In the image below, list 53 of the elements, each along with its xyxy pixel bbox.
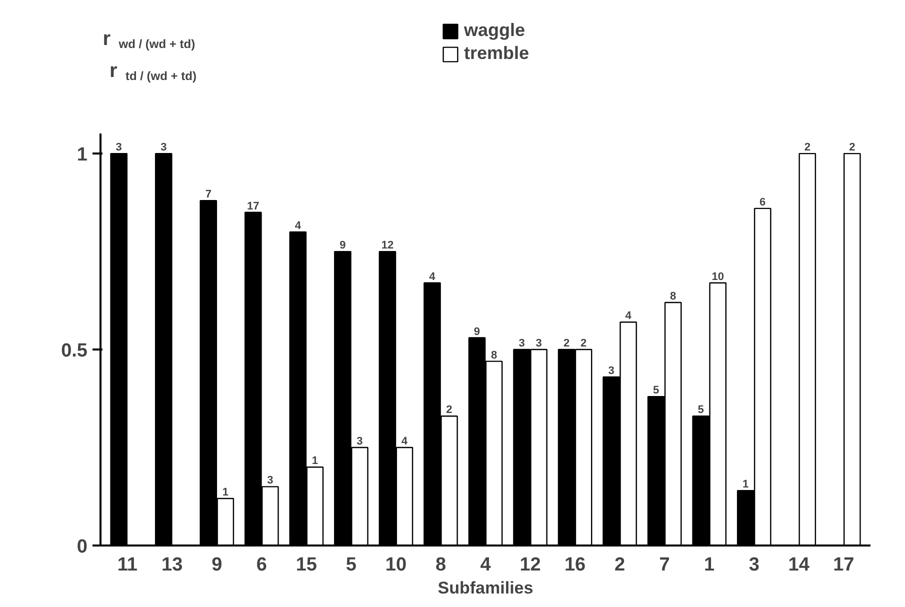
annotation: 3 — [267, 474, 274, 487]
legend-label: tremble — [464, 43, 530, 64]
annotation: 4 — [625, 310, 632, 322]
x-axis-title: Subfamilies — [438, 578, 534, 598]
annotation: 4 — [429, 270, 436, 283]
x-tick-label: 6 — [256, 554, 267, 576]
annotation: 5 — [698, 404, 704, 416]
annotation: 3 — [116, 142, 122, 154]
x-tick-label: 17 — [833, 554, 854, 576]
x-tick-label: 2 — [614, 554, 626, 576]
annotation: 1 — [312, 455, 318, 468]
annotation: 3 — [160, 142, 167, 154]
y-tick-label: 0 — [76, 536, 88, 558]
x-tick-label: 1 — [704, 554, 716, 576]
annotation: 4 — [294, 220, 302, 232]
annotation: 2 — [563, 338, 570, 350]
annotation: 4 — [401, 436, 408, 448]
x-tick-label: 5 — [346, 554, 357, 576]
annotation: 3 — [518, 338, 525, 350]
annotation: 10 — [712, 270, 724, 283]
annotation: 9 — [340, 240, 346, 252]
annotation: 2 — [804, 142, 810, 154]
x-tick-label: 15 — [296, 554, 318, 576]
x-tick-label: 10 — [385, 554, 407, 576]
annotation: 2 — [446, 404, 452, 416]
x-tick-label: 4 — [480, 554, 492, 576]
x-tick-label: 11 — [117, 554, 138, 576]
x-tick-label: 3 — [748, 554, 760, 576]
annotation: 3 — [608, 364, 614, 377]
annotation: 8 — [670, 290, 676, 302]
annotation: 3 — [356, 436, 363, 448]
annotation: 1 — [742, 478, 749, 491]
annotation: 3 — [536, 338, 542, 350]
y-tick-label: 0.5 — [61, 340, 88, 362]
x-tick-label: 7 — [659, 554, 670, 576]
x-tick-label: 12 — [520, 554, 541, 576]
annotation: 12 — [381, 240, 394, 252]
annotation: 2 — [580, 338, 587, 350]
annotation: 6 — [760, 196, 766, 208]
x-tick-label: 13 — [162, 554, 183, 576]
x-tick-label: 9 — [212, 554, 222, 576]
x-tick-label: 14 — [788, 554, 810, 576]
annotation: 8 — [490, 349, 498, 362]
legend-label: waggle — [464, 20, 525, 41]
annotation: 5 — [653, 384, 660, 397]
annotation: 7 — [205, 188, 212, 201]
y-tick-label: 1 — [76, 144, 88, 166]
annotation: 1 — [222, 486, 228, 498]
annotation: 9 — [474, 326, 480, 338]
annotation: 17 — [247, 200, 260, 212]
x-tick-label: 16 — [564, 554, 586, 576]
annotation: 2 — [849, 142, 856, 154]
x-tick-label: 8 — [435, 554, 446, 576]
